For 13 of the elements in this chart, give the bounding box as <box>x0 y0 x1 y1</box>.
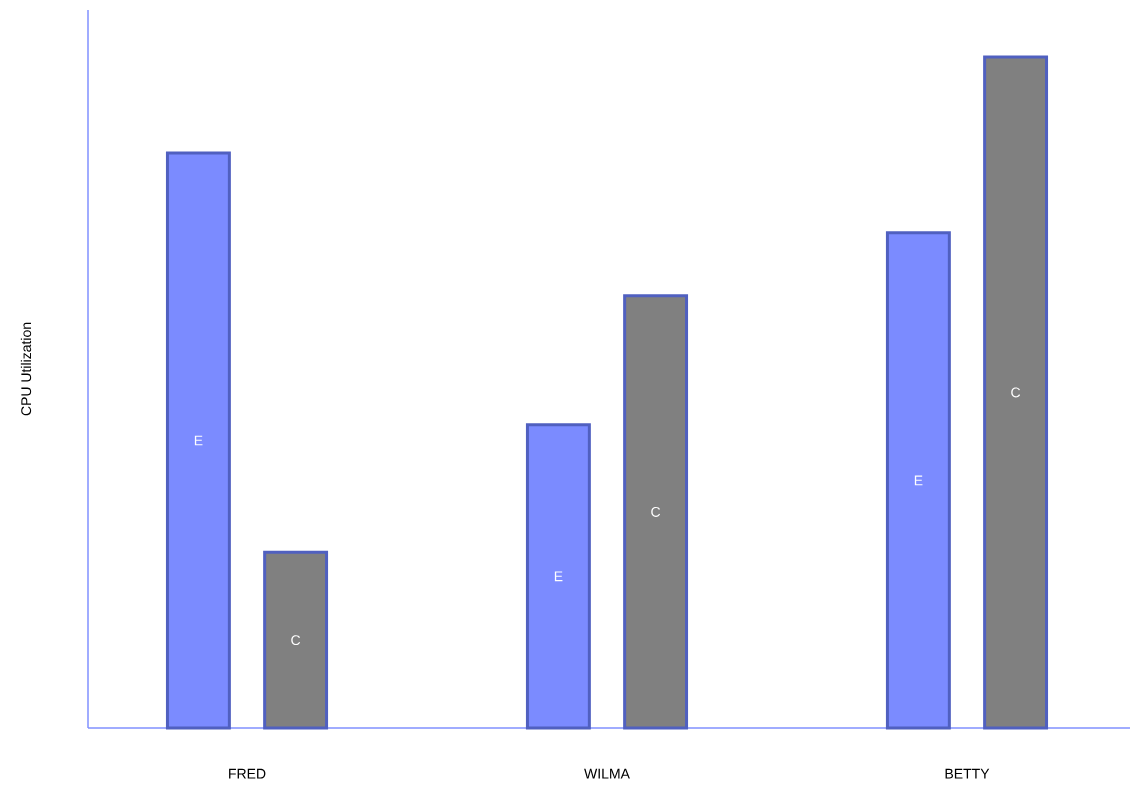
x-tick-label: FRED <box>229 768 266 779</box>
x-tick-label: BETTY <box>945 768 990 779</box>
series-label: E <box>194 435 203 446</box>
bar <box>983 55 1049 730</box>
text: E <box>914 475 923 486</box>
text: C <box>1011 387 1021 398</box>
series-label: C <box>651 506 661 517</box>
text: E <box>554 571 563 582</box>
text: C <box>291 635 301 646</box>
bar <box>263 550 329 730</box>
x-tick-label: WILMA <box>584 768 630 779</box>
bar <box>623 294 689 730</box>
y-axis-title: CPU Utilization <box>20 322 32 416</box>
